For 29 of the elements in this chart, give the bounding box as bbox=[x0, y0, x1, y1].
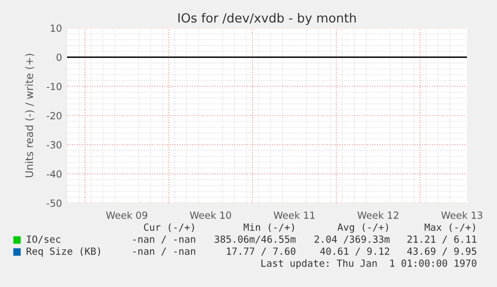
text: 21.21 / 6.11 bbox=[407, 235, 476, 244]
x-tick-label: Week 13 bbox=[441, 211, 482, 219]
x-tick-label: Week 10 bbox=[190, 211, 232, 219]
y-axis-title: Units read (-) / write (+) bbox=[25, 54, 34, 178]
y-tick-label: 10 bbox=[50, 24, 62, 32]
text: Max (-/+) bbox=[424, 223, 475, 232]
y-tick-label: -40 bbox=[46, 170, 62, 178]
text: -nan / -nan bbox=[133, 248, 196, 256]
y-tick-label: -30 bbox=[46, 141, 62, 148]
text: Avg (-/+) bbox=[338, 223, 388, 233]
legend-label: IO/sec bbox=[26, 235, 60, 244]
legend-label: Req Size (KB) bbox=[26, 247, 100, 257]
x-tick-label: Week 09 bbox=[106, 211, 148, 219]
text: 17.77 / 7.60 bbox=[226, 247, 296, 256]
text: -nan / -nan bbox=[133, 236, 196, 244]
text: 43.69 / 9.95 bbox=[407, 247, 476, 256]
text: Last update: Thu Jan 1 01:00:00 1970 bbox=[261, 259, 476, 269]
text: 2.04 /369.33m bbox=[314, 235, 390, 244]
text: Cur (-/+) bbox=[144, 223, 194, 232]
text: Min (-/+) bbox=[244, 223, 294, 232]
y-tick-label: 0 bbox=[56, 54, 62, 61]
text: 385.06m/46.55m bbox=[214, 235, 296, 244]
y-tick-label: -20 bbox=[46, 112, 62, 120]
text: 40.61 / 9.12 bbox=[320, 247, 390, 256]
x-tick-label: Week 11 bbox=[274, 211, 315, 219]
chart-title: IOs for /dev/xvdb - by month bbox=[178, 12, 356, 26]
y-tick-label: -10 bbox=[46, 82, 62, 90]
x-tick-label: Week 12 bbox=[357, 211, 398, 219]
y-tick-label: -50 bbox=[46, 199, 62, 207]
